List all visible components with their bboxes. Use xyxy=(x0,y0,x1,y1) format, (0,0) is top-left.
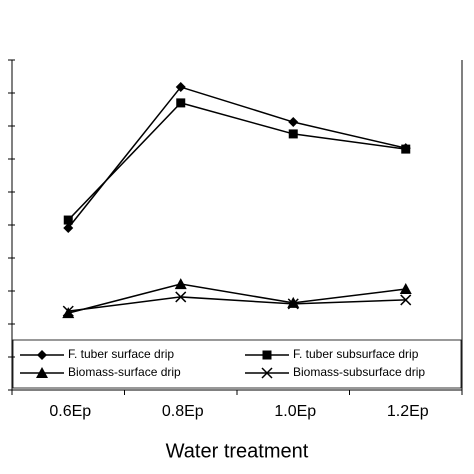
x-tick-label: 1.0Ep xyxy=(274,403,316,420)
x-tick-label: 1.2Ep xyxy=(387,403,429,420)
marker xyxy=(401,144,411,154)
marker xyxy=(62,305,74,317)
marker xyxy=(174,278,187,290)
marker xyxy=(399,283,412,295)
marker xyxy=(400,294,412,306)
legend-label: F. tuber surface drip xyxy=(68,347,174,361)
series-line xyxy=(68,283,406,314)
legend-label: F. tuber subsurface drip xyxy=(293,347,419,361)
marker xyxy=(63,215,73,225)
legend-box xyxy=(12,339,462,389)
legend-label: Biomass-subsurface drip xyxy=(293,365,425,379)
marker xyxy=(176,98,186,108)
legend-marker xyxy=(262,350,272,360)
legend-label: Biomass-surface drip xyxy=(68,365,181,379)
x-tick-label: 0.6Ep xyxy=(49,403,91,420)
marker xyxy=(63,222,74,233)
marker xyxy=(62,307,75,319)
marker xyxy=(288,129,298,139)
series-line xyxy=(67,86,406,229)
marker xyxy=(287,296,300,308)
marker xyxy=(175,291,187,303)
legend-marker xyxy=(261,367,273,379)
x-axis-title: Water treatment xyxy=(166,440,309,462)
x-tick-label: 0.8Ep xyxy=(162,403,204,420)
marker xyxy=(287,298,299,310)
marker xyxy=(175,82,186,93)
legend-marker xyxy=(37,350,47,360)
marker xyxy=(288,117,299,128)
series-line xyxy=(68,296,406,312)
legend-marker xyxy=(36,367,48,378)
series-line xyxy=(67,102,406,221)
